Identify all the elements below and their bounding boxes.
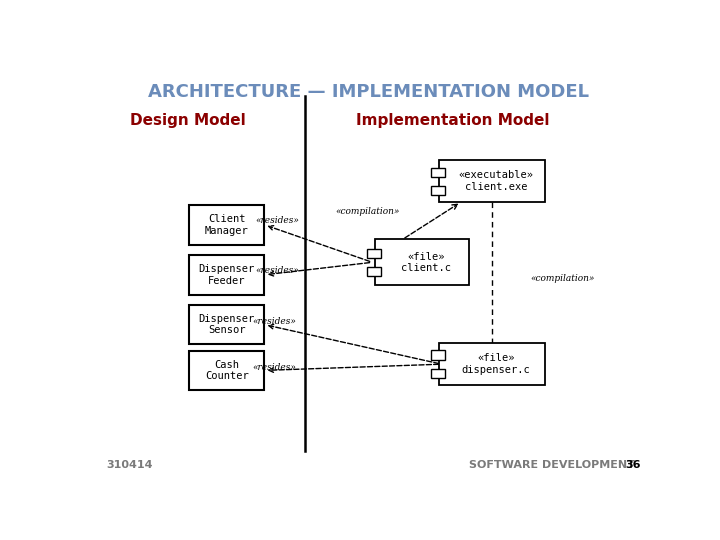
Text: «compilation»: «compilation» [531, 274, 595, 284]
Text: 310414: 310414 [107, 460, 153, 470]
Text: «resides»: «resides» [255, 266, 299, 275]
Text: ARCHITECTURE — IMPLEMENTATION MODEL: ARCHITECTURE — IMPLEMENTATION MODEL [148, 83, 590, 101]
Text: «resides»: «resides» [252, 363, 296, 372]
Text: Design Model: Design Model [130, 113, 246, 129]
FancyBboxPatch shape [189, 305, 264, 345]
Text: «file»
client.c: «file» client.c [402, 252, 451, 273]
FancyBboxPatch shape [431, 167, 445, 177]
Text: 36: 36 [626, 460, 642, 470]
FancyBboxPatch shape [431, 350, 445, 360]
FancyBboxPatch shape [438, 343, 545, 385]
Text: «resides»: «resides» [255, 216, 299, 225]
FancyBboxPatch shape [367, 248, 381, 258]
FancyBboxPatch shape [189, 205, 264, 245]
Text: Client
Manager: Client Manager [204, 214, 248, 235]
FancyBboxPatch shape [189, 255, 264, 294]
Text: Cash
Counter: Cash Counter [204, 360, 248, 381]
FancyBboxPatch shape [431, 369, 445, 378]
FancyBboxPatch shape [189, 350, 264, 390]
FancyBboxPatch shape [431, 186, 445, 195]
FancyBboxPatch shape [374, 239, 469, 285]
FancyBboxPatch shape [438, 160, 545, 202]
Text: Dispenser
Feeder: Dispenser Feeder [199, 264, 255, 286]
Text: Implementation Model: Implementation Model [356, 113, 549, 129]
Text: «compilation»: «compilation» [335, 207, 400, 215]
Text: «file»
dispenser.c: «file» dispenser.c [462, 353, 531, 375]
Text: «resides»: «resides» [252, 318, 296, 326]
Text: Dispenser
Sensor: Dispenser Sensor [199, 314, 255, 335]
FancyBboxPatch shape [367, 267, 381, 276]
Text: SOFTWARE DEVELOPMENT: SOFTWARE DEVELOPMENT [469, 460, 635, 470]
Text: «executable»
client.exe: «executable» client.exe [459, 171, 534, 192]
